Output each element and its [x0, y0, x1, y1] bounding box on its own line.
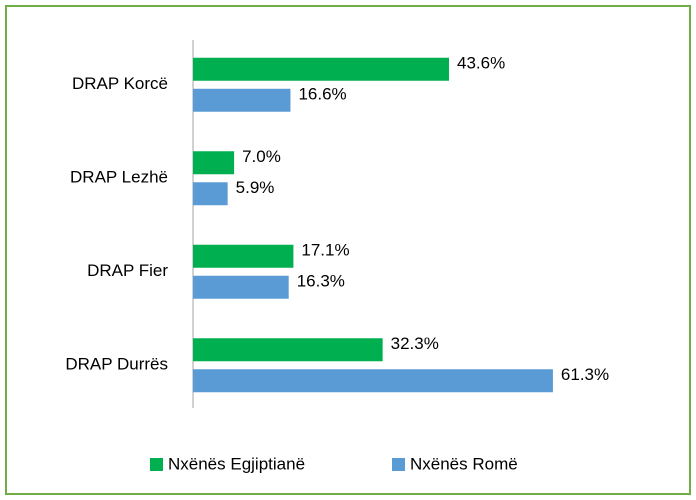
data-label: 7.0%: [242, 147, 281, 166]
bar: [193, 151, 235, 175]
bar: [193, 338, 383, 362]
bar: [193, 244, 294, 268]
data-label: 16.6%: [298, 85, 346, 104]
bar: [193, 88, 291, 112]
data-label: 5.9%: [236, 178, 275, 197]
legend-label: Nxënës Romë: [410, 454, 518, 473]
category-label: DRAP Durrës: [65, 355, 168, 374]
category-label: DRAP Lezhë: [70, 168, 168, 187]
data-label: 32.3%: [391, 334, 439, 353]
legend-swatch: [392, 458, 405, 471]
data-label: 16.3%: [297, 272, 345, 291]
chart-border: [5, 5, 691, 495]
legend-swatch: [150, 458, 163, 471]
bar: [193, 369, 553, 393]
data-label: 43.6%: [457, 54, 505, 73]
category-label: DRAP Fier: [87, 261, 168, 280]
data-label: 61.3%: [561, 365, 609, 384]
bar: [193, 57, 449, 81]
bar: [193, 182, 228, 206]
data-label: 17.1%: [301, 241, 349, 260]
category-label: DRAP Korcë: [72, 74, 168, 93]
legend-label: Nxënës Egjiptianë: [168, 454, 305, 473]
bar: [193, 275, 289, 299]
